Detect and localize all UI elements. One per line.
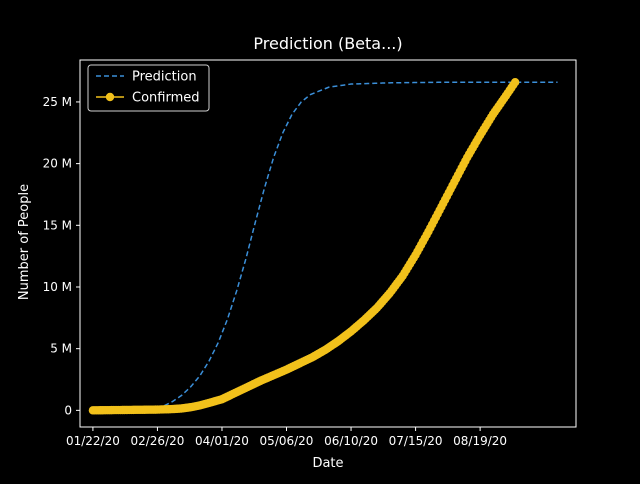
x-axis-label: Date	[312, 456, 343, 471]
legend-confirmed-marker	[105, 92, 115, 102]
chart-title: Prediction (Beta...)	[253, 34, 402, 53]
x-tick-label: 05/06/20	[260, 434, 314, 448]
x-tick-label: 08/19/20	[453, 434, 507, 448]
x-tick-label: 07/15/20	[389, 434, 443, 448]
confirmed-point	[510, 78, 520, 87]
y-tick-label: 10 M	[43, 280, 72, 294]
legend: Prediction Confirmed	[87, 64, 210, 112]
x-tick-label: 04/01/20	[195, 434, 249, 448]
axes-frame	[79, 59, 577, 428]
legend-label: Confirmed	[132, 91, 200, 106]
x-tick-label: 06/10/20	[324, 434, 378, 448]
y-tick-label: 20 M	[43, 157, 72, 171]
legend-box	[87, 64, 210, 112]
y-tick-label: 25 M	[43, 95, 72, 109]
x-tick-label: 01/22/20	[66, 434, 120, 448]
y-tick-label: 15 M	[43, 218, 72, 232]
x-tick-label: 02/26/20	[130, 434, 184, 448]
prediction-line	[92, 81, 558, 412]
y-axis-label: Number of People	[17, 184, 32, 300]
legend-label: Prediction	[132, 70, 197, 85]
y-tick-label: 5 M	[50, 342, 72, 356]
y-tick-label: 0	[64, 403, 72, 417]
plot-area: 01/22/20 02/26/20 04/01/20 05/06/20 06/10/20…	[43, 59, 577, 448]
